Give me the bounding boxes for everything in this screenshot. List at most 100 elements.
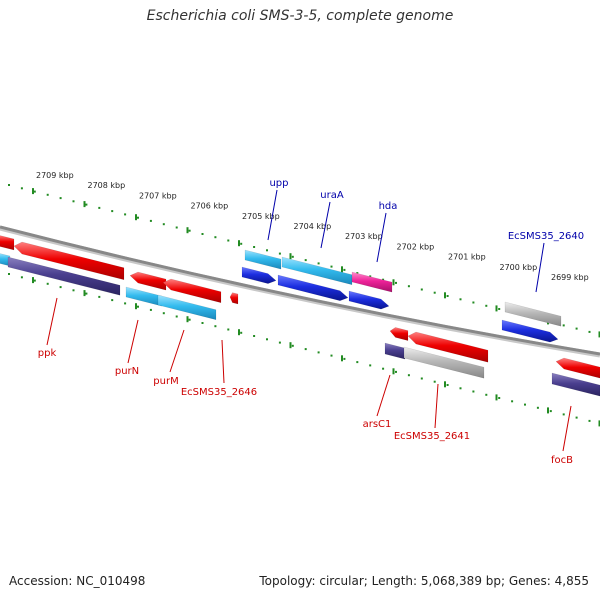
tick-dot (575, 327, 578, 330)
tick-dot (588, 419, 591, 422)
tick-dot (485, 304, 488, 307)
kbp-ruler: 2709 kbp 2708 kbp 2707 kbp 2706 kbp 2705 kbp… (36, 171, 589, 282)
ruler-label: 2707 kbp (139, 191, 177, 200)
map-title: Escherichia coli SMS-3-5, complete genom… (146, 8, 454, 24)
gene-label: hda (379, 201, 398, 212)
backbone-line (0, 225, 600, 356)
tick-dot (188, 318, 191, 321)
gene-label: EcSMS35_2646 (181, 387, 257, 398)
leader-line (535, 242, 545, 293)
tick-dot (59, 197, 62, 200)
tick-major (83, 290, 86, 297)
leader-line (221, 339, 225, 384)
ruler-label: 2706 kbp (191, 202, 229, 211)
gene-label: EcSMS35_2641 (394, 431, 470, 442)
leader-line (376, 212, 387, 263)
feature-cds-upp (241, 266, 277, 284)
tick-dot (575, 416, 578, 419)
tick-ring (8, 184, 600, 427)
tick-dot (98, 206, 101, 209)
accession-text: Accession: NC_010498 (9, 574, 146, 588)
tick-dot (20, 276, 23, 279)
feature-cds-EcSMS35_2641 (407, 331, 489, 363)
tick-dot (240, 242, 243, 245)
tick-dot (291, 255, 294, 258)
tick-dot (227, 328, 230, 331)
tick-dot (343, 268, 346, 271)
tick-dot (369, 364, 372, 367)
tick-dot (33, 190, 36, 193)
tick-major (392, 279, 395, 286)
tick-dot (343, 357, 346, 360)
tick-dot (33, 279, 36, 282)
tick-dot (214, 325, 217, 328)
ruler-label: 2705 kbp (242, 212, 280, 221)
feature-cds-hda (348, 290, 390, 310)
tick-dot (472, 301, 475, 304)
tick-dot (162, 223, 165, 226)
feature-track (0, 235, 600, 397)
tick-dot (407, 285, 410, 288)
gene-label: purN (115, 366, 139, 377)
tick-dot (85, 203, 88, 206)
tick-major (444, 381, 446, 388)
tick-dot (278, 252, 281, 255)
ruler-label: 2704 kbp (294, 222, 332, 231)
leader-line (127, 319, 139, 364)
tick-dot (291, 344, 294, 347)
tick-dot (446, 384, 449, 386)
feature-gene-purN (125, 286, 163, 307)
tick-dot (356, 272, 359, 275)
tick-major (32, 188, 34, 195)
tick-dot (395, 370, 397, 373)
tick-major (341, 355, 343, 362)
tick-major (83, 201, 86, 208)
tick-dot (317, 262, 320, 265)
tick-major (135, 214, 137, 221)
feature-gene-focB (551, 372, 600, 397)
tick-dot (98, 295, 101, 298)
tick-dot (72, 289, 75, 292)
gene-label: upp (269, 178, 288, 189)
tick-major (598, 420, 600, 427)
tick-dot (162, 312, 165, 315)
tick-dot (253, 335, 256, 337)
tick-major (392, 368, 395, 375)
tick-dot (330, 354, 333, 357)
tick-major (186, 316, 189, 323)
tick-dot (201, 233, 204, 235)
tick-dot (8, 184, 10, 186)
leader-line (267, 189, 278, 241)
tick-major (135, 303, 137, 310)
tick-dot (356, 361, 359, 364)
tick-dot (46, 282, 49, 285)
ruler-label: 2700 kbp (500, 263, 538, 272)
tick-dot (498, 308, 501, 310)
tick-major (32, 277, 34, 284)
tick-dot (485, 393, 488, 396)
tick-major (598, 331, 600, 338)
tick-dot (588, 330, 591, 333)
feature-gene-ppk (7, 256, 121, 296)
tick-dot (498, 397, 501, 399)
feature-cds-ppk (13, 241, 125, 281)
genome-summary-text: Topology: circular; Length: 5,068,389 bp… (259, 574, 589, 588)
leader-line (376, 374, 391, 417)
tick-dot (369, 275, 372, 278)
leader-line (46, 297, 58, 346)
tick-dot (278, 341, 281, 344)
tick-dot (188, 229, 191, 232)
tick-dot (433, 291, 436, 294)
tick-dot (382, 278, 385, 281)
backbone-shadow (0, 225, 600, 358)
tick-dot (330, 265, 333, 268)
tick-dot (395, 281, 397, 284)
feature-cds-ppk-start (0, 235, 15, 251)
tick-dot (304, 259, 307, 262)
feature-gene-upp (244, 249, 282, 270)
tick-major (341, 266, 343, 273)
tick-dot (562, 324, 565, 327)
tick-major (547, 407, 549, 414)
tick-dot (472, 390, 475, 393)
